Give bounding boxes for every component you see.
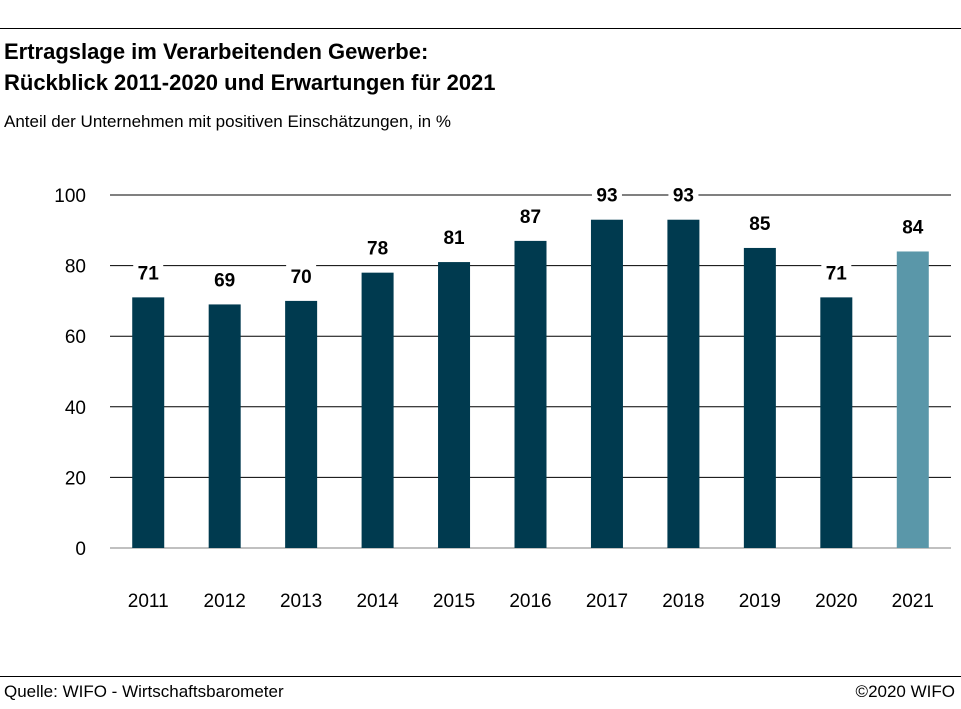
bar-2015 [438,262,471,548]
data-label-background [668,181,699,208]
bar-2021 [896,251,929,549]
y-tick-label: 0 [75,539,86,560]
bar-2014 [361,272,394,548]
chart-title: Ertragslage im Verarbeitenden Gewerbe: R… [4,36,496,98]
data-label-background [591,181,622,208]
x-tick-label-2021: 2021 [892,591,934,612]
x-tick-label-2019: 2019 [739,591,781,612]
y-tick-label: 60 [65,327,86,348]
y-tick-label: 100 [54,186,86,207]
data-label-background [439,224,470,251]
copyright-note: ©2020 WIFO [855,682,955,701]
data-label-2013: 70 [291,267,312,288]
bar-2013 [285,300,318,548]
data-label-background [209,266,240,293]
x-tick-label-2011: 2011 [128,591,169,612]
x-tick-label-2015: 2015 [433,591,475,612]
data-label-background [897,213,928,240]
data-label-2016: 87 [520,207,541,228]
x-axis-ticks: 2011 2012 2013 2014 2015 2016 2017 2018 2019 2020… [128,591,934,612]
bar-2011 [132,297,165,548]
x-tick-label-2017: 2017 [586,591,628,612]
x-tick-label-2013: 2013 [280,591,322,612]
data-label-2019: 85 [749,214,771,235]
data-label-2012: 69 [214,270,235,291]
x-tick-label-2020: 2020 [815,591,857,612]
data-label-2015: 81 [443,228,465,249]
top-rule [0,28,961,29]
data-label-background [744,209,775,236]
x-tick-label-2018: 2018 [662,591,704,612]
y-tick-label: 80 [65,257,86,278]
bar-2019 [743,247,776,548]
source-note: Quelle: WIFO - Wirtschaftsbarometer [4,682,284,701]
data-label-background [821,259,852,286]
y-tick-label: 20 [65,468,86,489]
bar-2020 [820,297,853,548]
bar-2016 [514,240,547,548]
data-label-2014: 78 [367,239,388,260]
bars [132,219,929,549]
bar-2017 [590,219,623,548]
bar-chart: 0 20 40 60 80 100 71 69 70 78 81 87 93 93 85 71 84 2011… [54,181,951,612]
x-tick-label-2012: 2012 [204,591,246,612]
title-line-1: Ertragslage im Verarbeitenden Gewerbe: [4,39,429,64]
bar-2012 [208,304,241,548]
title-line-2: Rückblick 2011-2020 und Erwartungen für … [4,70,496,95]
data-labels: 71 69 70 78 81 87 93 93 85 71 84 [133,181,928,293]
data-label-2020: 71 [826,263,848,284]
x-tick-label-2016: 2016 [509,591,551,612]
data-label-2018: 93 [673,186,694,207]
data-label-background [286,262,317,289]
data-label-background [362,234,393,261]
data-label-2017: 93 [596,186,617,207]
data-label-2021: 84 [902,217,924,238]
data-label-2011: 71 [138,263,160,284]
chart-subtitle: Anteil der Unternehmen mit positiven Ein… [4,112,451,131]
y-axis-ticks: 0 20 40 60 80 100 [54,186,86,560]
y-tick-label: 40 [65,398,86,419]
bar-2018 [667,219,700,548]
x-tick-label-2014: 2014 [356,591,399,612]
data-label-background [515,202,546,229]
bottom-rule [0,676,961,677]
data-label-background [133,259,164,286]
